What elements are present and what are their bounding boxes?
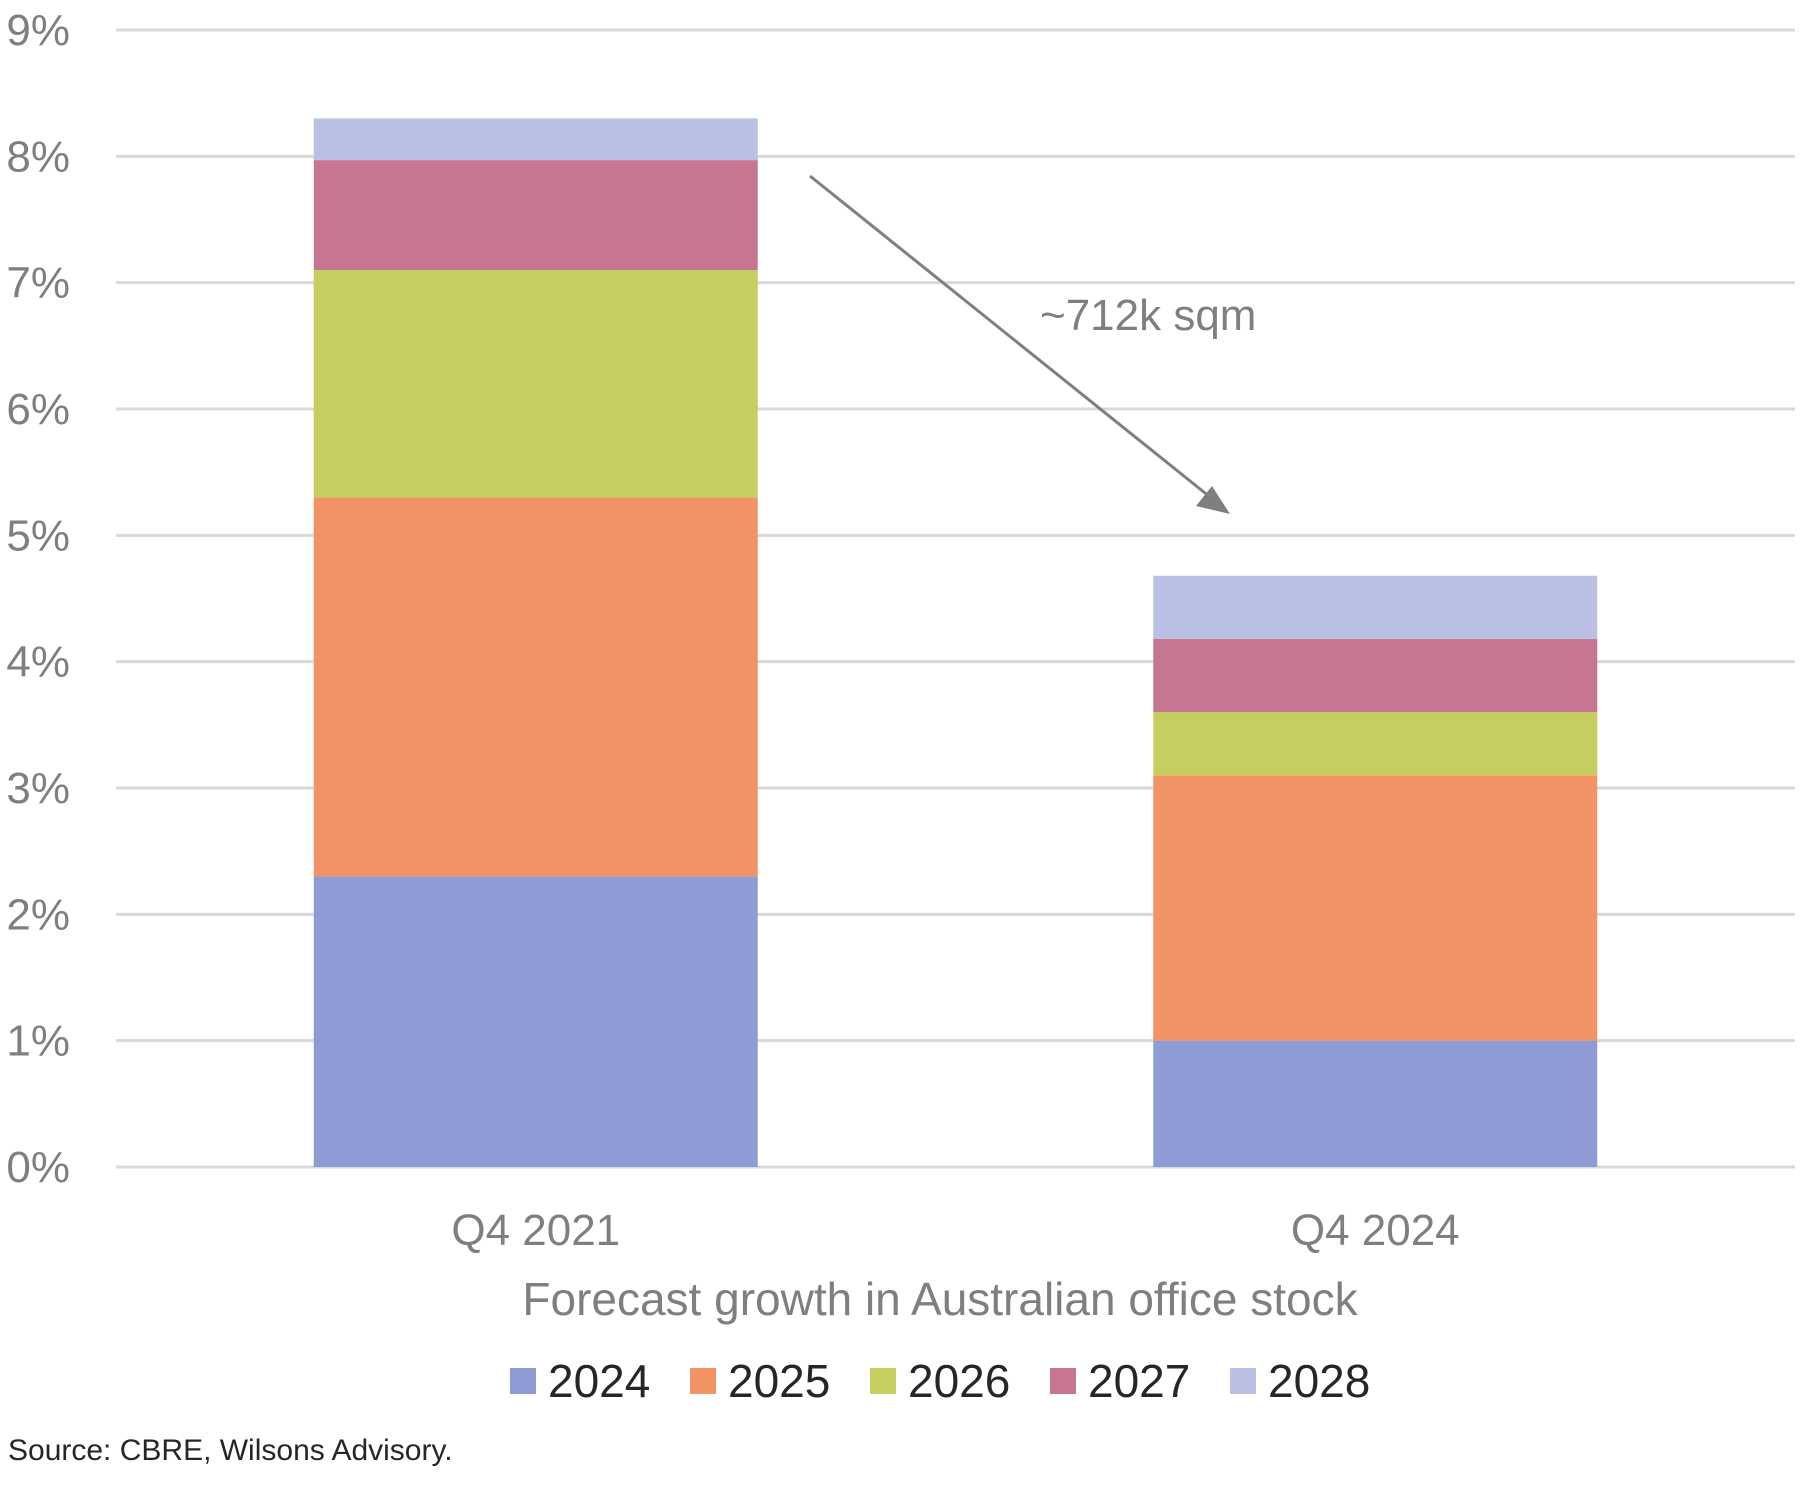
bars	[313, 118, 1598, 1167]
y-tick-label: 9%	[6, 6, 70, 55]
legend-label: 2024	[548, 1355, 650, 1407]
legend-swatch-2027	[1050, 1368, 1076, 1394]
legend-swatch-2025	[690, 1368, 716, 1394]
bar-segment-2024	[313, 876, 758, 1167]
annotation-arrow-head	[1196, 486, 1230, 514]
annotation-label: ~712k sqm	[1040, 291, 1256, 340]
y-tick-label: 4%	[6, 638, 70, 687]
source-note: Source: CBRE, Wilsons Advisory.	[8, 1434, 453, 1467]
x-category-label: Q4 2024	[1291, 1206, 1460, 1255]
bar-segment-2025	[313, 497, 758, 877]
legend-swatch-2028	[1230, 1368, 1256, 1394]
legend-label: 2025	[728, 1355, 830, 1407]
bar-segment-2026	[1153, 712, 1598, 776]
bar-segment-2027	[313, 160, 758, 271]
bar-segment-2028	[1153, 575, 1598, 639]
annotation-arrow-line	[809, 174, 1211, 499]
x-axis-categories: Q4 2021 Q4 2024	[451, 1206, 1459, 1255]
bar-segment-2027	[1153, 638, 1598, 713]
legend: 2024 2025 2026 2027 2028	[510, 1355, 1370, 1407]
legend-swatch-2026	[870, 1368, 896, 1394]
y-axis-ticks: 0% 1% 2% 3% 4% 5% 6% 7% 8% 9%	[6, 6, 70, 1192]
bar-segment-2024	[1153, 1040, 1598, 1167]
legend-label: 2028	[1268, 1355, 1370, 1407]
annotation: ~712k sqm	[809, 174, 1256, 514]
legend-label: 2027	[1088, 1355, 1190, 1407]
x-category-label: Q4 2021	[451, 1206, 620, 1255]
y-tick-label: 8%	[6, 132, 70, 181]
legend-label: 2026	[908, 1355, 1010, 1407]
legend-swatch-2024	[510, 1368, 536, 1394]
y-tick-label: 0%	[6, 1143, 70, 1192]
y-tick-label: 1%	[6, 1017, 70, 1066]
bar-segment-2028	[313, 118, 758, 161]
bar-segment-2025	[1153, 775, 1598, 1041]
y-tick-label: 7%	[6, 259, 70, 308]
bar-segment-2026	[313, 270, 758, 498]
y-tick-label: 5%	[6, 511, 70, 560]
y-tick-label: 2%	[6, 890, 70, 939]
x-axis-title: Forecast growth in Australian office sto…	[522, 1273, 1358, 1325]
y-tick-label: 3%	[6, 764, 70, 813]
y-tick-label: 6%	[6, 385, 70, 434]
